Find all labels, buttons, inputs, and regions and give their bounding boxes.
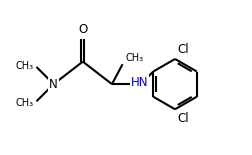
Text: CH₃: CH₃ <box>16 61 34 71</box>
Text: O: O <box>78 23 87 36</box>
Text: Cl: Cl <box>176 43 188 56</box>
Text: N: N <box>49 78 58 91</box>
Text: Cl: Cl <box>176 112 188 125</box>
Text: HN: HN <box>131 76 148 89</box>
Text: CH₃: CH₃ <box>16 98 34 108</box>
Text: CH₃: CH₃ <box>125 53 143 63</box>
